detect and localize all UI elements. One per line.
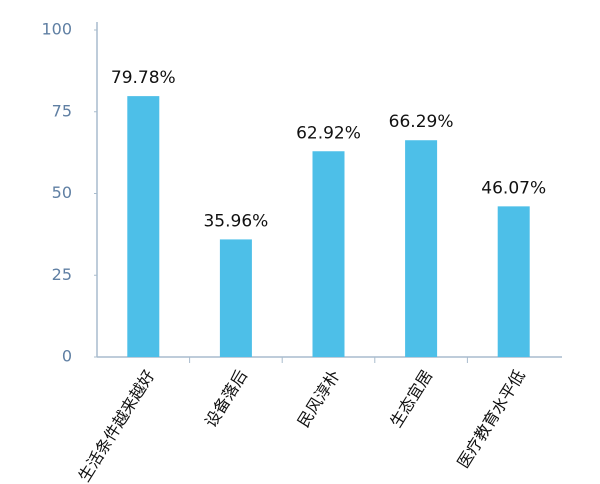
bar — [127, 96, 160, 358]
y-tick-label: 75 — [52, 101, 72, 120]
value-label: 35.96% — [203, 211, 268, 231]
value-label: 79.78% — [111, 68, 176, 88]
x-tick-label: 生活条件越来越好 — [75, 366, 159, 484]
value-label: 46.07% — [481, 178, 546, 198]
x-tick-label: 生态宜居 — [386, 366, 436, 430]
y-tick-label: 25 — [52, 265, 72, 284]
value-label: 66.29% — [389, 112, 454, 132]
bar — [497, 206, 530, 357]
x-tick-label: 民风淳朴 — [294, 366, 344, 430]
x-tick-label: 医疗教育水平低 — [453, 366, 528, 471]
bar — [405, 140, 438, 357]
bar — [312, 151, 345, 357]
value-label: 62.92% — [296, 123, 361, 143]
y-tick-label: 100 — [41, 20, 72, 39]
y-tick-label: 50 — [52, 183, 72, 202]
bar — [219, 239, 252, 357]
y-tick-label: 0 — [62, 347, 72, 366]
x-tick-label: 设备落后 — [201, 366, 251, 430]
